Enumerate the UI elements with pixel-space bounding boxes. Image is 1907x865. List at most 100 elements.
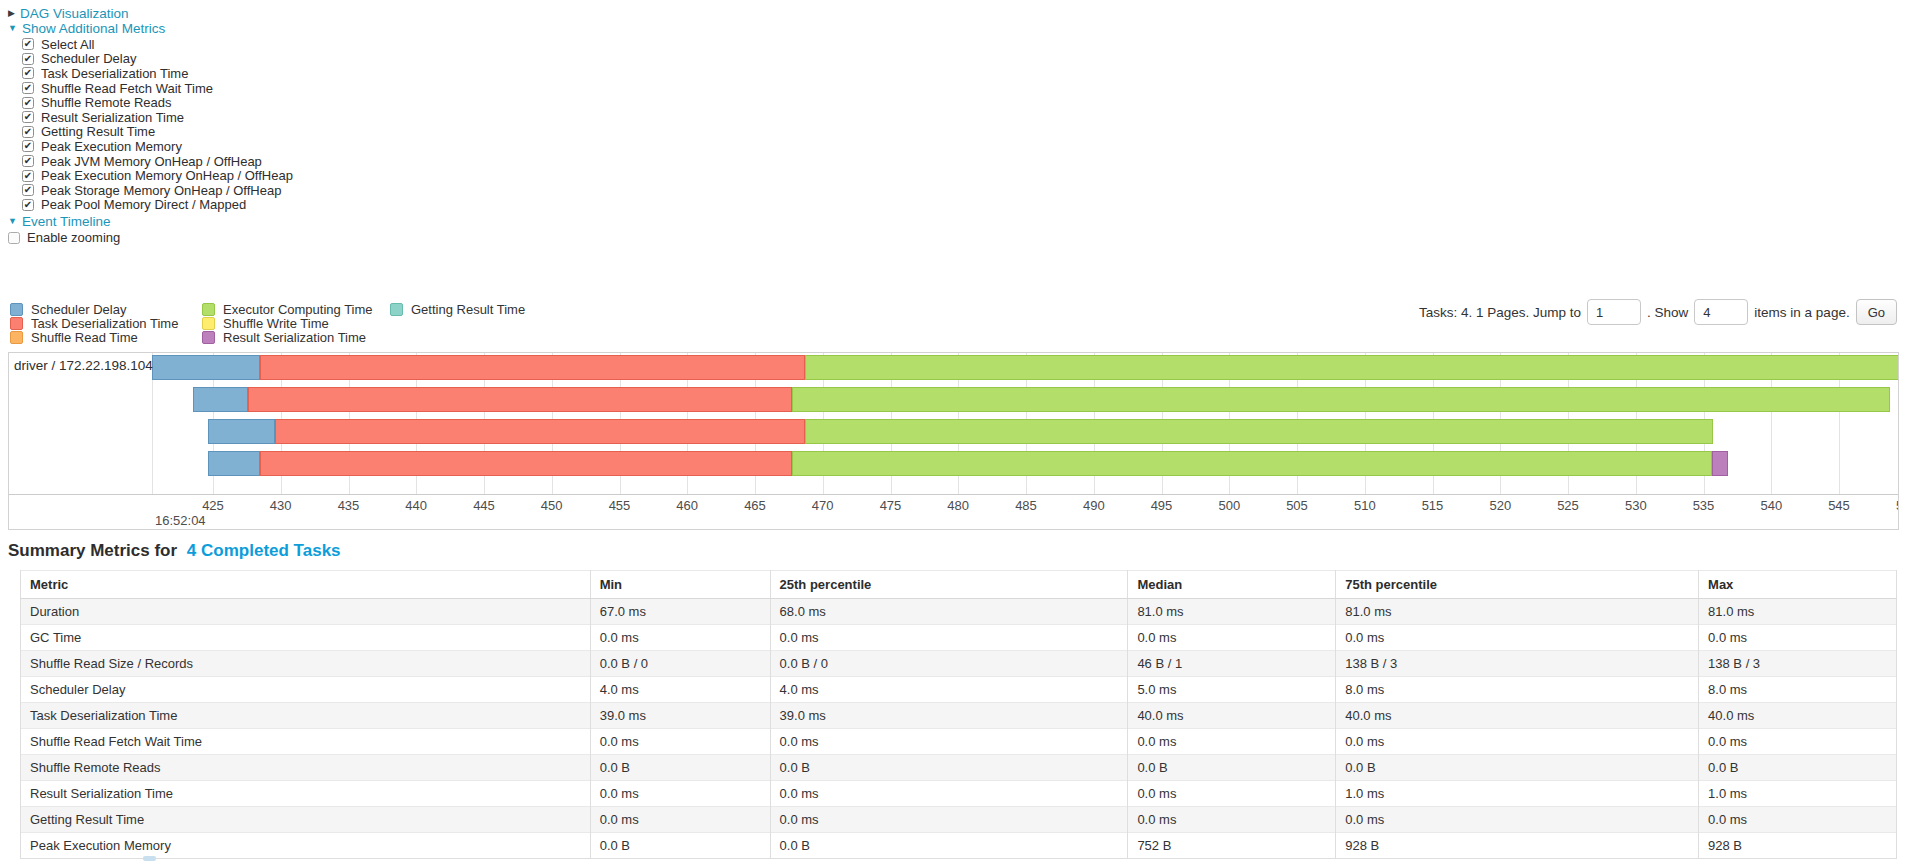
metric-checkbox-row-shuffle-read-fetch-wait-time[interactable]: Shuffle Read Fetch Wait Time — [22, 81, 293, 96]
metric-name-cell: Duration — [21, 599, 591, 625]
shuffle_read-swatch — [10, 331, 23, 344]
legend-label-scheduler_delay: Scheduler Delay — [31, 302, 126, 317]
scheduler_delay-segment[interactable] — [152, 355, 260, 380]
metric-checkbox-row-result-serialization-time[interactable]: Result Serialization Time — [22, 110, 293, 125]
metric-name-cell: Shuffle Remote Reads — [21, 755, 591, 781]
go-button[interactable]: Go — [1856, 299, 1897, 325]
metric-checkbox-row-peak-pool-memory-direct-mapped[interactable]: Peak Pool Memory Direct / Mapped — [22, 198, 293, 213]
table-row-result-serialization-time: Result Serialization Time0.0 ms0.0 ms0.0… — [21, 781, 1897, 807]
event-timeline-chart: driver / 172.22.198.104 4254304354404454… — [8, 352, 1899, 530]
chevron-down-icon: ▼ — [8, 217, 17, 226]
axis-tick-label: 545 — [1817, 498, 1861, 513]
axis-major-label: 16:52:04 — [155, 513, 206, 528]
show-text: . Show — [1647, 305, 1688, 320]
executor-row-label: driver / 172.22.198.104 — [14, 358, 153, 373]
metric-value-cell: 1.0 ms — [1336, 781, 1699, 807]
dag-visualization-link[interactable]: DAG Visualization — [20, 6, 129, 21]
executor_computing-segment[interactable] — [805, 419, 1713, 444]
checkbox-shuffle-read-fetch-wait-time[interactable] — [22, 82, 34, 94]
executor_computing-segment[interactable] — [792, 387, 1891, 412]
jump-to-page-input[interactable] — [1587, 299, 1641, 325]
metric-checkbox-row-select-all[interactable]: Select All — [22, 37, 293, 52]
result_serialization-segment[interactable] — [1712, 451, 1728, 476]
metric-value-cell: 40.0 ms — [1128, 703, 1336, 729]
axis-tick-label: 455 — [598, 498, 642, 513]
metric-checkbox-row-shuffle-remote-reads[interactable]: Shuffle Remote Reads — [22, 95, 293, 110]
metric-value-cell: 0.0 ms — [1699, 729, 1897, 755]
checkbox-label-peak-storage-memory-onheap-offheap: Peak Storage Memory OnHeap / OffHeap — [41, 183, 281, 198]
metric-checkbox-row-getting-result-time[interactable]: Getting Result Time — [22, 125, 293, 140]
checkbox-peak-execution-memory-onheap-offheap[interactable] — [22, 170, 34, 182]
task_deserialization-segment[interactable] — [260, 355, 805, 380]
scheduler_delay-segment[interactable] — [208, 419, 276, 444]
column-header-max: Max — [1699, 571, 1897, 599]
executor_computing-segment[interactable] — [792, 451, 1712, 476]
legend-result_serialization: Result Serialization Time — [202, 330, 390, 344]
metric-checkbox-row-peak-execution-memory-onheap-offheap[interactable]: Peak Execution Memory OnHeap / OffHeap — [22, 168, 293, 183]
checkbox-peak-execution-memory[interactable] — [22, 140, 34, 152]
column-header-25th-percentile: 25th percentile — [770, 571, 1128, 599]
metric-value-cell: 0.0 ms — [1128, 781, 1336, 807]
checkbox-label-scheduler-delay: Scheduler Delay — [41, 51, 136, 66]
items-per-page-input[interactable] — [1694, 299, 1748, 325]
metric-checkbox-row-scheduler-delay[interactable]: Scheduler Delay — [22, 52, 293, 67]
legend-label-result_serialization: Result Serialization Time — [223, 330, 366, 345]
checkbox-scheduler-delay[interactable] — [22, 53, 34, 65]
event-timeline-link[interactable]: Event Timeline — [22, 214, 111, 229]
metric-value-cell: 0.0 B / 0 — [770, 651, 1128, 677]
executor_computing-swatch — [202, 303, 215, 316]
metric-value-cell: 0.0 ms — [590, 625, 770, 651]
axis-tick-label: 495 — [1140, 498, 1184, 513]
axis-tick-label: 435 — [327, 498, 371, 513]
axis-tick-label: 515 — [1411, 498, 1455, 513]
legend-label-executor_computing: Executor Computing Time — [223, 302, 373, 317]
checkbox-peak-pool-memory-direct-mapped[interactable] — [22, 199, 34, 211]
column-header-75th-percentile: 75th percentile — [1336, 571, 1699, 599]
axis-tick-label: 475 — [869, 498, 913, 513]
checkbox-getting-result-time[interactable] — [22, 126, 34, 138]
table-row-task-deserialization-time: Task Deserialization Time39.0 ms39.0 ms4… — [21, 703, 1897, 729]
metric-value-cell: 8.0 ms — [1336, 677, 1699, 703]
checkbox-label-peak-pool-memory-direct-mapped: Peak Pool Memory Direct / Mapped — [41, 197, 246, 212]
metric-value-cell: 0.0 ms — [590, 807, 770, 833]
metric-value-cell: 928 B — [1336, 833, 1699, 859]
metric-value-cell: 0.0 ms — [1128, 625, 1336, 651]
dag-visualization-toggle[interactable]: ▶ DAG Visualization — [8, 6, 128, 21]
task_deserialization-segment[interactable] — [275, 419, 805, 444]
metric-value-cell: 752 B — [1128, 833, 1336, 859]
completed-tasks-link[interactable]: 4 Completed Tasks — [187, 541, 341, 560]
enable-zooming-checkbox[interactable] — [8, 232, 20, 244]
metric-checkbox-row-task-deserialization-time[interactable]: Task Deserialization Time — [22, 66, 293, 81]
metric-value-cell: 928 B — [1699, 833, 1897, 859]
checkbox-select-all[interactable] — [22, 38, 34, 50]
legend-label-getting_result: Getting Result Time — [411, 302, 525, 317]
metric-checkbox-row-peak-jvm-memory-onheap-offheap[interactable]: Peak JVM Memory OnHeap / OffHeap — [22, 154, 293, 169]
axis-tick-label: 530 — [1614, 498, 1658, 513]
task_deserialization-segment[interactable] — [248, 387, 791, 412]
checkbox-result-serialization-time[interactable] — [22, 111, 34, 123]
legend-label-task_deserialization: Task Deserialization Time — [31, 316, 178, 331]
metric-checkbox-row-peak-storage-memory-onheap-offheap[interactable]: Peak Storage Memory OnHeap / OffHeap — [22, 183, 293, 198]
scheduler_delay-segment[interactable] — [208, 451, 261, 476]
show-additional-metrics-toggle[interactable]: ▼ Show Additional Metrics — [8, 21, 165, 36]
axis-tick-label: 465 — [733, 498, 777, 513]
legend-label-shuffle_write: Shuffle Write Time — [223, 316, 329, 331]
checkbox-peak-jvm-memory-onheap-offheap[interactable] — [22, 155, 34, 167]
show-additional-metrics-link[interactable]: Show Additional Metrics — [22, 21, 165, 36]
metric-value-cell: 0.0 B — [590, 833, 770, 859]
metric-value-cell: 0.0 ms — [1336, 807, 1699, 833]
metric-checkbox-row-peak-execution-memory[interactable]: Peak Execution Memory — [22, 139, 293, 154]
chevron-down-icon: ▼ — [8, 24, 17, 33]
checkbox-shuffle-remote-reads[interactable] — [22, 97, 34, 109]
scheduler_delay-segment[interactable] — [193, 387, 249, 412]
checkbox-peak-storage-memory-onheap-offheap[interactable] — [22, 184, 34, 196]
metric-value-cell: 39.0 ms — [770, 703, 1128, 729]
axis-tick-label: 425 — [191, 498, 235, 513]
checkbox-label-result-serialization-time: Result Serialization Time — [41, 110, 184, 125]
executor_computing-segment[interactable] — [805, 355, 1899, 380]
enable-zooming-row[interactable]: Enable zooming — [8, 230, 120, 245]
task_deserialization-segment[interactable] — [260, 451, 791, 476]
checkbox-task-deserialization-time[interactable] — [22, 67, 34, 79]
axis-tick-label: 535 — [1682, 498, 1726, 513]
event-timeline-toggle[interactable]: ▼ Event Timeline — [8, 214, 110, 229]
